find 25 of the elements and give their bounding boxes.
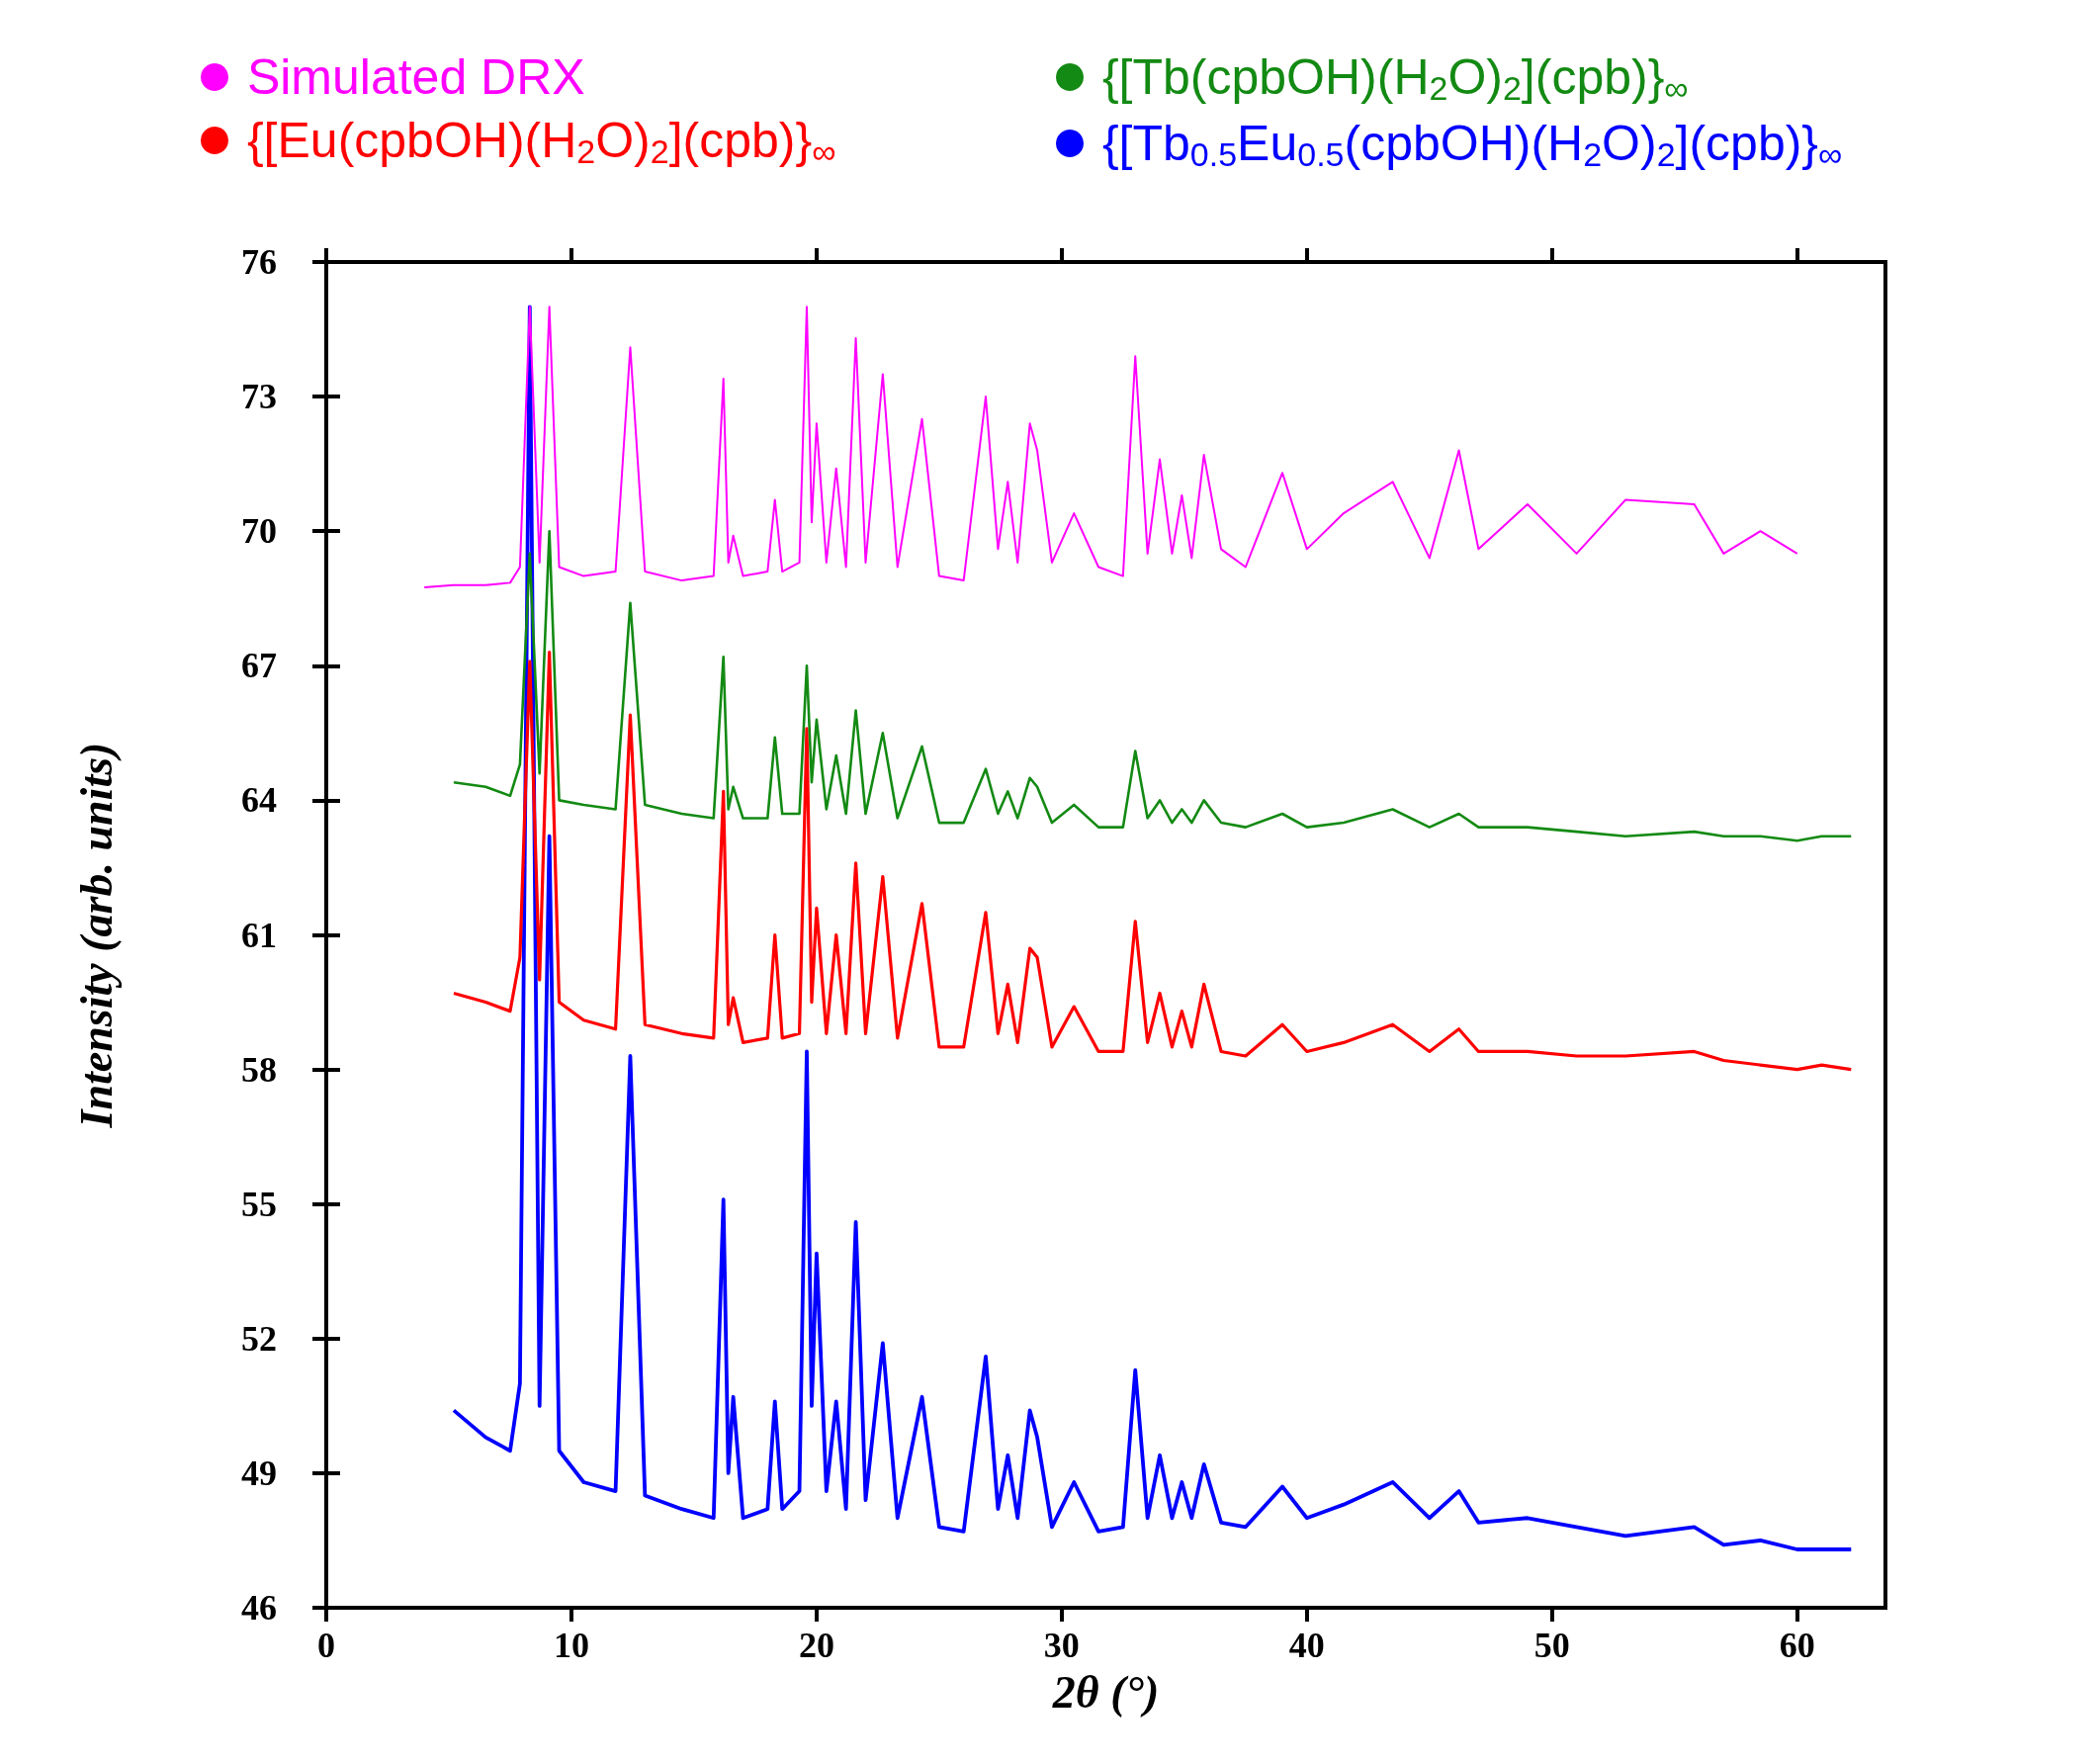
x-tick-label: 60 — [1779, 1626, 1815, 1665]
x-tick-label: 0 — [317, 1626, 335, 1665]
y-tick-label: 61 — [241, 915, 277, 955]
line-series — [452, 651, 1853, 1072]
line-series — [423, 306, 1798, 588]
y-tick-label: 55 — [241, 1184, 277, 1224]
line-series — [452, 305, 1854, 1551]
y-axis-title: Intensity (arb. units) — [70, 742, 122, 1129]
y-tick-label: 73 — [241, 377, 277, 417]
x-tick-label: 50 — [1533, 1626, 1570, 1665]
legend-label: Simulated DRX — [233, 49, 585, 105]
y-tick-label: 49 — [241, 1453, 277, 1493]
y-tick-label: 70 — [241, 511, 277, 552]
y-tick-label: 58 — [241, 1049, 277, 1090]
y-tick-label: 52 — [241, 1318, 277, 1359]
y-tick-label: 67 — [241, 646, 277, 686]
x-axis-title: 2θ (°) — [1051, 1666, 1160, 1718]
line-series — [452, 529, 1853, 842]
y-tick-label: 64 — [241, 780, 277, 821]
x-tick-label: 30 — [1043, 1626, 1080, 1665]
x-tick-label: 40 — [1288, 1626, 1325, 1665]
x-tick-label: 20 — [798, 1626, 834, 1665]
y-tick-label: 46 — [241, 1588, 277, 1628]
y-tick-label: 76 — [241, 242, 277, 282]
x-tick-label: 10 — [553, 1626, 589, 1665]
